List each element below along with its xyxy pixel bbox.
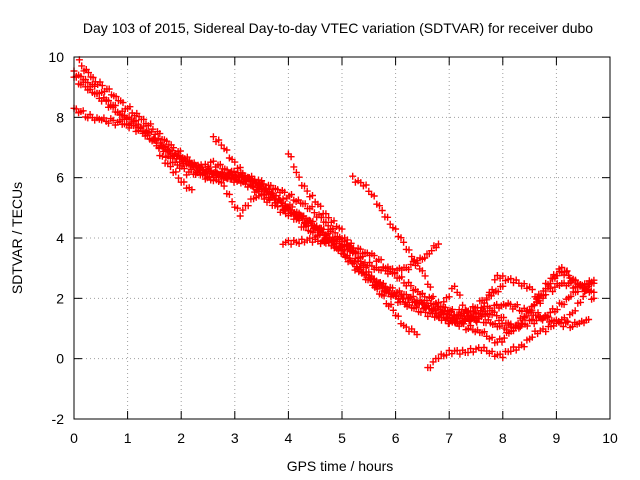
y-tick-label: 4 — [56, 230, 64, 246]
data-series — [209, 133, 357, 254]
x-tick-label: 8 — [499, 430, 507, 446]
data-points — [70, 73, 442, 278]
data-series — [156, 152, 196, 194]
y-tick-label: 8 — [56, 109, 64, 125]
data-series — [440, 264, 598, 325]
data-points — [70, 104, 421, 338]
y-tick-label: 2 — [56, 290, 64, 306]
data-points — [209, 133, 357, 254]
y-tick-label: 10 — [48, 49, 64, 65]
data-series — [193, 168, 266, 220]
data-series — [70, 104, 421, 338]
y-axis-label: SDTVAR / TECUs — [9, 182, 25, 294]
y-tick-label: 0 — [56, 351, 64, 367]
x-tick-label: 3 — [231, 430, 239, 446]
chart-title: Day 103 of 2015, Sidereal Day-to-day VTE… — [83, 20, 593, 36]
x-tick-label: 2 — [177, 430, 185, 446]
x-tick-label: 1 — [124, 430, 132, 446]
data-points — [193, 168, 266, 220]
x-tick-label: 9 — [553, 430, 561, 446]
x-tick-label: 10 — [602, 430, 618, 446]
data-points — [284, 150, 598, 347]
x-tick-label: 4 — [285, 430, 293, 446]
data-series — [284, 150, 598, 347]
x-tick-label: 5 — [338, 430, 346, 446]
x-axis-label: GPS time / hours — [287, 458, 394, 474]
data-series — [424, 285, 593, 372]
plot-area — [70, 56, 598, 372]
x-tick-label: 0 — [70, 430, 78, 446]
y-tick-label: -2 — [52, 411, 65, 427]
data-series — [75, 56, 598, 335]
y-tick-label: 6 — [56, 170, 64, 186]
data-points — [75, 56, 598, 335]
data-points — [440, 264, 598, 325]
data-series — [70, 73, 442, 278]
x-tick-label: 7 — [445, 430, 453, 446]
data-points — [156, 152, 196, 194]
x-tick-label: 6 — [392, 430, 400, 446]
data-points — [424, 285, 593, 372]
axis-ticks: 0 1 2 3 4 5 6 7 8 9 10 -2 0 2 4 6 8 10 — [48, 49, 618, 446]
